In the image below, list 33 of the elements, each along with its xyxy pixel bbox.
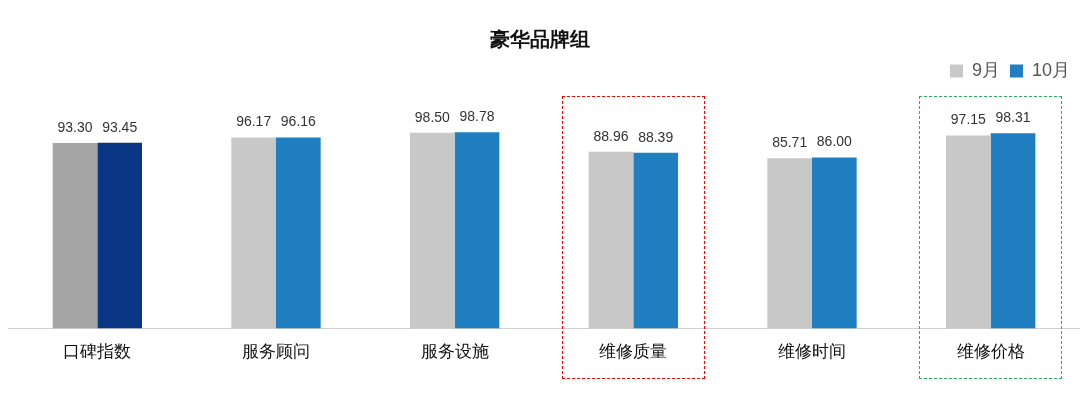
data-label: 85.71 <box>772 134 808 151</box>
x-tick-label: 服务顾问 <box>242 342 310 362</box>
bar <box>231 137 276 329</box>
data-label: 98.50 <box>414 108 451 125</box>
data-label: 93.30 <box>57 118 93 135</box>
bar <box>410 132 455 329</box>
data-label: 98.31 <box>995 108 1031 125</box>
bar <box>767 158 812 329</box>
x-tick-label: 口碑指数 <box>63 342 132 362</box>
x-tick-label: 维修质量 <box>599 342 668 362</box>
legend-label: 9月 <box>971 59 1000 80</box>
data-label: 88.96 <box>593 127 629 144</box>
data-label: 96.17 <box>236 113 272 130</box>
data-label: 97.15 <box>950 111 987 128</box>
data-label: 86.00 <box>816 133 853 150</box>
bar <box>633 152 678 329</box>
data-label: 88.39 <box>638 128 674 145</box>
x-tick-label: 服务设施 <box>420 342 489 362</box>
data-label: 96.16 <box>280 113 317 130</box>
legend-label: 10月 <box>1031 59 1071 80</box>
data-label: 93.45 <box>102 118 138 135</box>
bar <box>454 132 500 329</box>
bar <box>990 133 1036 329</box>
bar <box>52 143 98 329</box>
bar <box>97 142 142 329</box>
x-tick-label: 维修时间 <box>778 342 846 362</box>
bar <box>588 151 634 329</box>
data-label: 98.78 <box>459 108 495 125</box>
chart-title: 豪华品牌组 <box>489 27 590 50</box>
bar <box>812 157 857 329</box>
bar <box>276 137 321 329</box>
bar <box>946 135 991 329</box>
x-tick-label: 维修价格 <box>956 342 1025 362</box>
